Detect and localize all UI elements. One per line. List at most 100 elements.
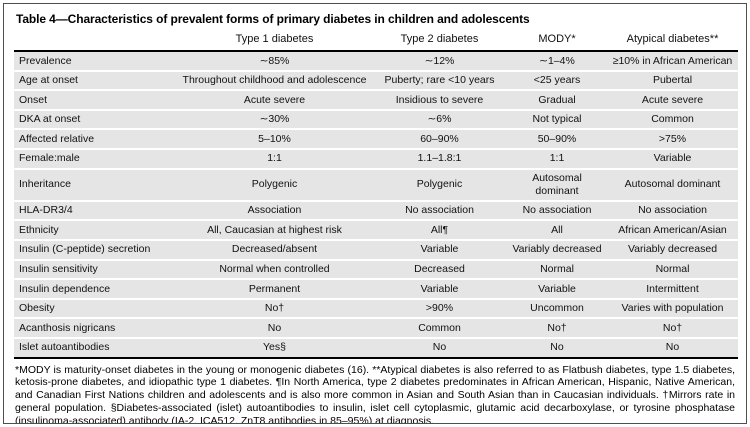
table-cell: Autosomal dominant	[607, 168, 738, 202]
table-cell: Intermittent	[607, 279, 738, 300]
table-cell: Not typical	[507, 109, 607, 131]
table-row: Age at onset Throughout childhood and ado…	[14, 70, 738, 92]
row-label: DKA at onset	[14, 109, 177, 131]
table-row: Affected relative 5–10% 60–90% 50–90% >75%	[14, 129, 738, 150]
table-cell: Normal	[607, 259, 738, 281]
table-cell: Common	[372, 318, 507, 339]
table-cell: Permanent	[177, 279, 372, 300]
row-label: Insulin sensitivity	[14, 259, 177, 281]
table-cell: African American/Asian	[607, 220, 738, 241]
table-cell: ∼1–4%	[507, 50, 607, 72]
table-cell: All, Caucasian at highest risk	[177, 220, 372, 241]
table-cell: Variably decreased	[507, 239, 607, 261]
table-cell: >90%	[372, 298, 507, 320]
table-cell: No	[507, 337, 607, 359]
row-label: HLA-DR3/4	[14, 200, 177, 222]
table-row: HLA-DR3/4 Association No association No ass…	[14, 200, 738, 222]
table-row: Prevalence ∼85% ∼12% ∼1–4% ≥10% in African A…	[14, 50, 738, 72]
table-cell: No†	[177, 298, 372, 320]
table-cell: <25 years	[507, 70, 607, 92]
table-cell: 1:1	[177, 148, 372, 170]
table-cell: No association	[507, 200, 607, 222]
table-cell: Variable	[607, 148, 738, 170]
table-cell: Autosomal dominant	[507, 168, 607, 202]
table-cell: Varies with population	[607, 298, 738, 320]
row-label: Affected relative	[14, 129, 177, 150]
table-cell: Pubertal	[607, 70, 738, 92]
table-row: Acanthosis nigricans No Common No† No†	[14, 318, 738, 339]
table-cell: Insidious to severe	[372, 90, 507, 111]
row-label: Insulin (C-peptide) secretion	[14, 239, 177, 261]
table-cell: No association	[607, 200, 738, 222]
table-cell: All¶	[372, 220, 507, 241]
table-cell: No†	[607, 318, 738, 339]
table-cell: >75%	[607, 129, 738, 150]
table-cell: Acute severe	[177, 90, 372, 111]
table-cell: No†	[507, 318, 607, 339]
row-label: Age at onset	[14, 70, 177, 92]
row-label: Acanthosis nigricans	[14, 318, 177, 339]
table-cell: Uncommon	[507, 298, 607, 320]
table-cell: Yes§	[177, 337, 372, 359]
table-cell: Variable	[372, 279, 507, 300]
table-cell: ∼30%	[177, 109, 372, 131]
table-cell: Normal when controlled	[177, 259, 372, 281]
column-header: MODY*	[507, 31, 607, 52]
table-row: Islet autoantibodies Yes§ No No No	[14, 337, 738, 359]
table-row: Obesity No† >90% Uncommon Varies with popula…	[14, 298, 738, 320]
table-cell: No	[607, 337, 738, 359]
table-cell: Variable	[507, 279, 607, 300]
table-cell: Decreased/absent	[177, 239, 372, 261]
table-cell: 1.1–1.8:1	[372, 148, 507, 170]
table-cell: Polygenic	[372, 168, 507, 202]
row-label: Obesity	[14, 298, 177, 320]
table-cell: 5–10%	[177, 129, 372, 150]
table-row: Ethnicity All, Caucasian at highest risk A…	[14, 220, 738, 241]
table-row: Female:male 1:1 1.1–1.8:1 1:1 Variable	[14, 148, 738, 170]
row-label: Islet autoantibodies	[14, 337, 177, 359]
table-title: Table 4—Characteristics of prevalent for…	[16, 12, 530, 26]
table-cell: No association	[372, 200, 507, 222]
table-cell: Throughout childhood and adolescence	[177, 70, 372, 92]
table-cell: 60–90%	[372, 129, 507, 150]
table-body: Prevalence ∼85% ∼12% ∼1–4% ≥10% in African A…	[14, 50, 738, 359]
row-label: Female:male	[14, 148, 177, 170]
table-cell: Decreased	[372, 259, 507, 281]
table-cell: Association	[177, 200, 372, 222]
row-header-spacer	[14, 31, 177, 52]
table-cell: Acute severe	[607, 90, 738, 111]
table-row: Inheritance Polygenic Polygenic Autosomal d…	[14, 168, 738, 202]
row-label: Inheritance	[14, 168, 177, 202]
row-label: Ethnicity	[14, 220, 177, 241]
table-cell: All	[507, 220, 607, 241]
table-cell: ∼6%	[372, 109, 507, 131]
table-cell: Normal	[507, 259, 607, 281]
table-cell: Gradual	[507, 90, 607, 111]
column-header: Atypical diabetes**	[607, 31, 738, 52]
table-row: Insulin dependence Permanent Variable Varia…	[14, 279, 738, 300]
table-cell: Polygenic	[177, 168, 372, 202]
table-panel: Table 4—Characteristics of prevalent for…	[3, 3, 747, 424]
header-row: Type 1 diabetes Type 2 diabetes MODY* Atypi…	[14, 31, 738, 52]
table-row: Onset Acute severe Insidious to severe Grad…	[14, 90, 738, 111]
table-cell: 1:1	[507, 148, 607, 170]
table-cell: No	[177, 318, 372, 339]
row-label: Insulin dependence	[14, 279, 177, 300]
table-cell: ∼12%	[372, 50, 507, 72]
table-cell: No	[372, 337, 507, 359]
table-cell: 50–90%	[507, 129, 607, 150]
column-header: Type 2 diabetes	[372, 31, 507, 52]
table-cell: Variable	[372, 239, 507, 261]
table-cell: ≥10% in African American	[607, 50, 738, 72]
table-cell: Common	[607, 109, 738, 131]
table-cell: ∼85%	[177, 50, 372, 72]
row-label: Onset	[14, 90, 177, 111]
table-row: Insulin (C-peptide) secretion Decreased/a…	[14, 239, 738, 261]
table-row: DKA at onset ∼30% ∼6% Not typical Common	[14, 109, 738, 131]
table-cell: Puberty; rare <10 years	[372, 70, 507, 92]
footnote-text: *MODY is maturity-onset diabetes in the …	[15, 363, 735, 424]
column-header: Type 1 diabetes	[177, 31, 372, 52]
row-label: Prevalence	[14, 50, 177, 72]
table-cell: Variably decreased	[607, 239, 738, 261]
characteristics-table: Type 1 diabetes Type 2 diabetes MODY* Atypi…	[14, 31, 738, 359]
